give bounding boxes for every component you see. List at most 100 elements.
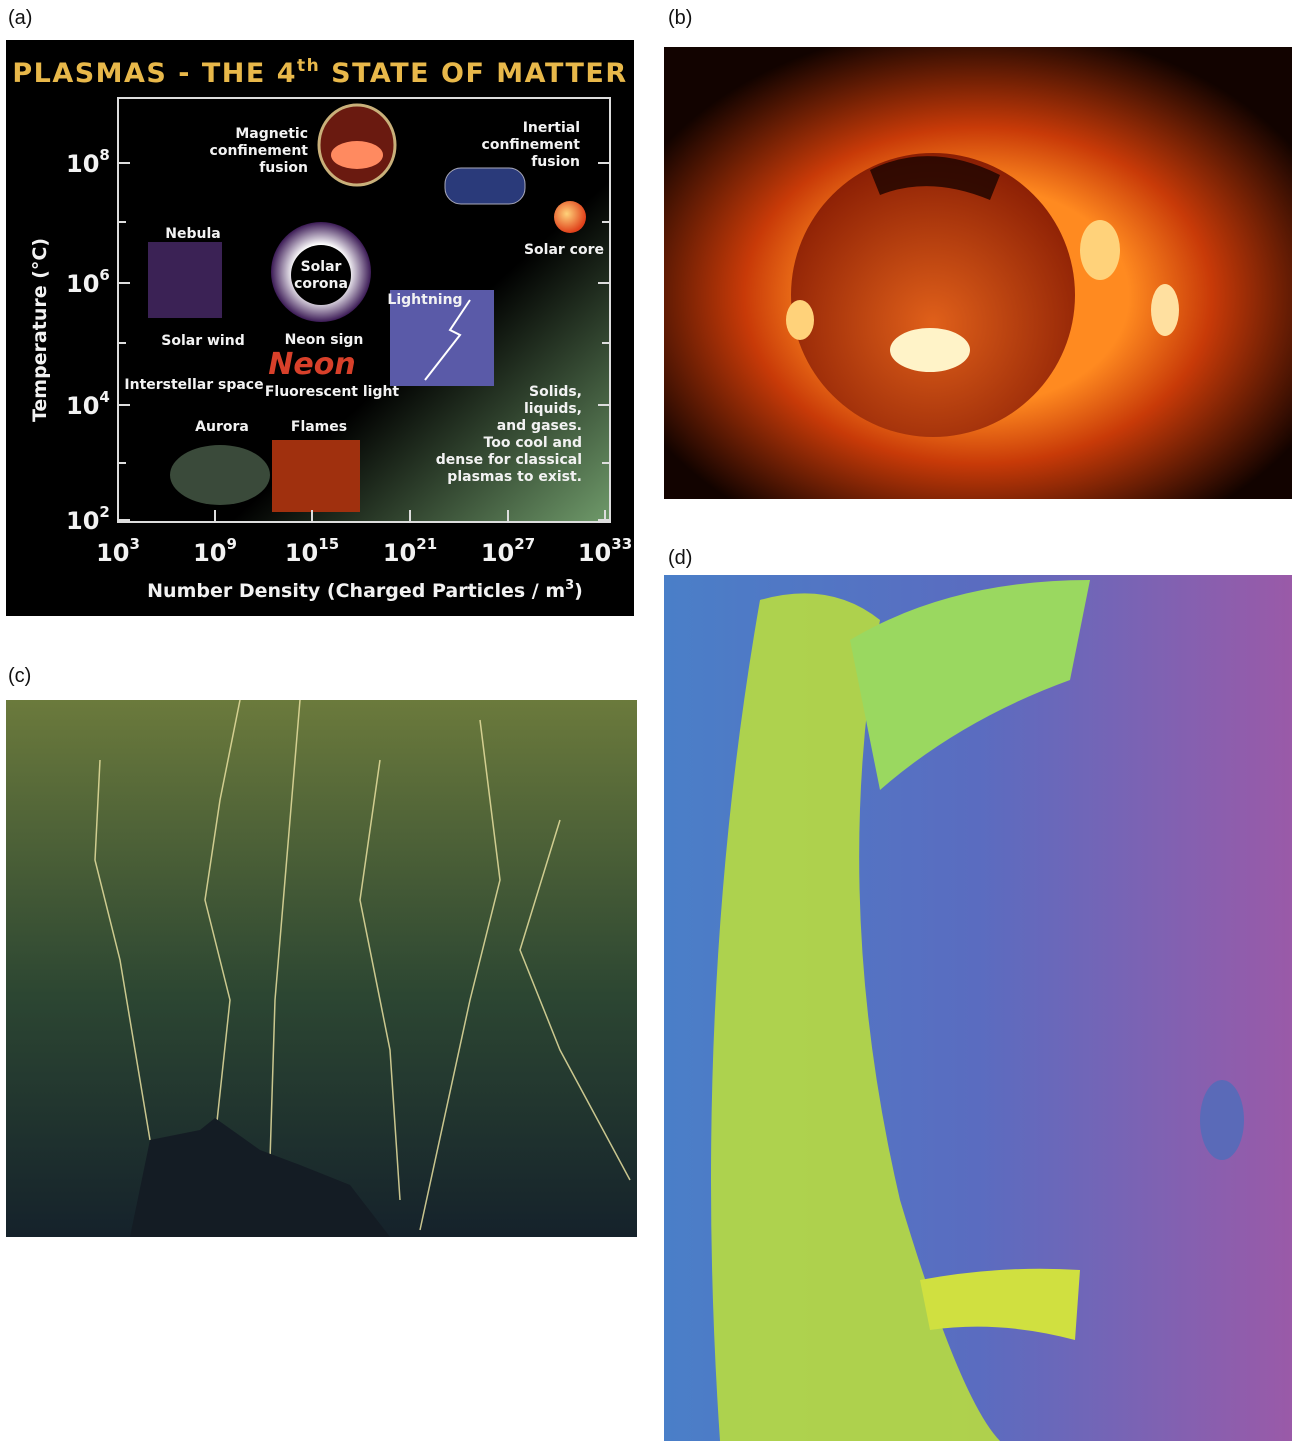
lightning-photo xyxy=(6,699,637,1237)
image-background xyxy=(6,700,637,1237)
label-line: Inertial xyxy=(523,120,580,136)
label-line: Solar core xyxy=(524,242,604,258)
y-tick-label: 108 xyxy=(66,146,110,178)
x-tick-label: 109 xyxy=(193,535,237,567)
region-label: Fluorescent light xyxy=(265,384,400,400)
plot-frame xyxy=(117,97,611,523)
label-line: Solar wind xyxy=(161,333,244,349)
title-text: PLASMAS - THE 4 xyxy=(12,58,297,89)
label-line: Neon sign xyxy=(285,332,364,348)
label-line: Solids, xyxy=(529,384,582,400)
flames-image xyxy=(272,440,360,512)
panel-label: (d) xyxy=(668,547,692,569)
active-region xyxy=(786,300,814,340)
panel-label: (a) xyxy=(8,7,32,29)
label-line: and gases. xyxy=(497,418,582,434)
label-line: Aurora xyxy=(195,419,249,435)
label-line: fusion xyxy=(259,160,308,176)
coronal-hole xyxy=(870,156,1000,200)
region-label: Solar corona xyxy=(294,259,348,292)
region-label: Lightning xyxy=(387,292,462,308)
tick-base: 10 xyxy=(481,539,514,567)
active-region xyxy=(890,328,970,372)
region-label: Flames xyxy=(291,419,347,435)
tick-base: 10 xyxy=(66,150,99,178)
tick-base: 10 xyxy=(578,539,611,567)
tick-exp: 6 xyxy=(99,266,109,284)
region-label: Neon xyxy=(268,347,355,382)
label-line: confinement xyxy=(210,143,309,159)
tick-base: 10 xyxy=(96,539,129,567)
label-line: Fluorescent light xyxy=(265,384,400,400)
upper-divertor xyxy=(850,580,1090,790)
aurora-image xyxy=(170,445,270,505)
label-text: ) xyxy=(574,580,583,602)
region-label: Nebula xyxy=(165,226,220,242)
region-label: Solar core xyxy=(524,242,604,258)
label-line: Nebula xyxy=(165,226,220,242)
label-text: Number Density (Charged Particles / m xyxy=(147,580,565,602)
tick-exp: 2 xyxy=(99,503,109,521)
lower-divertor xyxy=(920,1268,1080,1340)
label-line: plasmas to exist. xyxy=(447,469,582,485)
tokamak-interior-image xyxy=(664,575,1292,1441)
x-tick-label: 103 xyxy=(96,535,140,567)
label-line: Flames xyxy=(291,419,347,435)
tick-exp: 3 xyxy=(129,535,139,553)
x-tick-label: 1015 xyxy=(285,535,339,567)
x-tick-label: 1033 xyxy=(578,535,632,567)
title-sup: th xyxy=(297,56,320,76)
active-region xyxy=(1080,220,1120,280)
x-axis-label: Number Density (Charged Particles / m3) xyxy=(147,578,583,602)
tick-exp: 8 xyxy=(99,146,109,164)
label-line: Too cool and xyxy=(484,435,582,451)
region-label: Aurora xyxy=(195,419,249,435)
region-label: Solids, liquids, and gases. Too cool and den… xyxy=(436,384,582,485)
tick-exp: 9 xyxy=(226,535,236,553)
lightning-bolt xyxy=(424,299,471,381)
x-tick-label: 1021 xyxy=(383,535,437,567)
lightning-channels xyxy=(94,699,631,1231)
label-line: Neon xyxy=(268,347,355,382)
tick-base: 10 xyxy=(66,392,99,420)
inertial-image xyxy=(444,167,526,205)
tick-base: 10 xyxy=(66,507,99,535)
y-tick-label: 102 xyxy=(66,503,110,535)
label-line: fusion xyxy=(531,154,580,170)
x-tick-label: 1027 xyxy=(481,535,535,567)
tick-base: 10 xyxy=(66,270,99,298)
region-label: Neon sign xyxy=(285,332,364,348)
port xyxy=(1200,1080,1244,1160)
label-line: liquids, xyxy=(524,401,582,417)
tick-exp: 27 xyxy=(514,535,535,553)
tick-exp: 4 xyxy=(99,388,109,406)
region-label: Magnetic confinement fusion xyxy=(210,126,309,176)
label-line: Solar xyxy=(301,259,342,275)
active-region xyxy=(1151,284,1179,336)
plasma-diagram: PLASMAS - THE 4th STATE OF MATTER1081061… xyxy=(6,40,634,616)
label-sup: 3 xyxy=(565,578,574,593)
y-tick-label: 106 xyxy=(66,266,110,298)
inner-wall xyxy=(711,593,1000,1441)
label-line: Lightning xyxy=(387,292,462,308)
label-line: dense for classical xyxy=(436,452,582,468)
y-axis-label: Temperature (°C) xyxy=(29,238,51,422)
panel-label: (c) xyxy=(8,665,31,687)
tick-exp: 33 xyxy=(611,535,632,553)
tick-base: 10 xyxy=(383,539,416,567)
region-label: Interstellar space xyxy=(124,377,263,393)
label-line: Interstellar space xyxy=(124,377,263,393)
sun-xray-image xyxy=(664,47,1292,499)
label-line: Magnetic xyxy=(235,126,308,142)
region-label: Solar wind xyxy=(161,333,244,349)
corona-disk xyxy=(291,245,351,305)
panel-label: (b) xyxy=(668,7,692,29)
y-tick-label: 104 xyxy=(66,388,110,420)
sun-disk xyxy=(791,153,1075,437)
region-label: Inertial confinement fusion xyxy=(482,120,581,170)
solar-core-image xyxy=(554,201,586,233)
nebula-image xyxy=(148,242,222,318)
label-line: confinement xyxy=(482,137,581,153)
title-text: STATE OF MATTER xyxy=(320,58,627,89)
